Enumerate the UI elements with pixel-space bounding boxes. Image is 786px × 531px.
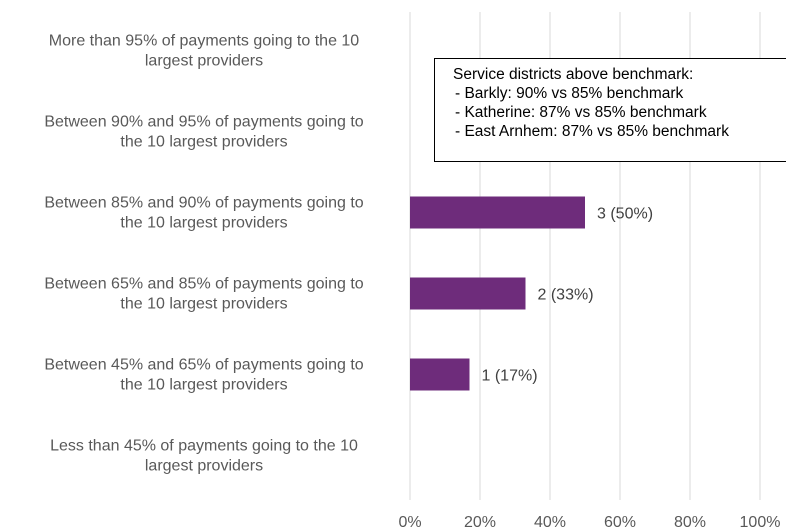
- annotation-item-katherine: - Katherine: 87% vs 85% benchmark: [455, 104, 707, 121]
- bar-data-label: 3 (50%): [597, 206, 653, 223]
- bar-data-label: 2 (33%): [538, 287, 594, 304]
- x-tick-label: 0%: [398, 514, 421, 531]
- bars: [410, 196, 585, 391]
- category-labels: More than 95% of payments going to the 1…: [44, 33, 363, 475]
- category-label: Between 90% and 95% of payments going to…: [44, 114, 363, 151]
- category-label: Between 65% and 85% of payments going to…: [44, 276, 363, 313]
- bar: [410, 196, 585, 229]
- category-label: Less than 45% of payments going to the 1…: [50, 438, 358, 475]
- category-label: More than 95% of payments going to the 1…: [49, 33, 360, 70]
- x-tick-label: 40%: [534, 514, 566, 531]
- x-tick-label: 80%: [674, 514, 706, 531]
- annotation-box: Service districts above benchmark: - Bar…: [434, 58, 786, 162]
- category-label: Between 85% and 90% of payments going to…: [44, 195, 363, 232]
- data-labels: 3 (50%) 2 (33%) 1 (17%): [482, 206, 654, 385]
- annotation-item-barkly: - Barkly: 90% vs 85% benchmark: [455, 85, 684, 102]
- x-tick-labels: 0% 20% 40% 60% 80% 100%: [398, 514, 780, 531]
- bar-data-label: 1 (17%): [482, 368, 538, 385]
- x-tick-label: 100%: [740, 514, 781, 531]
- bar: [410, 358, 470, 391]
- x-tick-label: 60%: [604, 514, 636, 531]
- x-tick-label: 20%: [464, 514, 496, 531]
- category-label: Between 45% and 65% of payments going to…: [44, 357, 363, 394]
- bar: [410, 277, 526, 310]
- annotation-heading: Service districts above benchmark:: [453, 66, 694, 83]
- annotation-item-east-arnhem: - East Arnhem: 87% vs 85% benchmark: [455, 123, 729, 140]
